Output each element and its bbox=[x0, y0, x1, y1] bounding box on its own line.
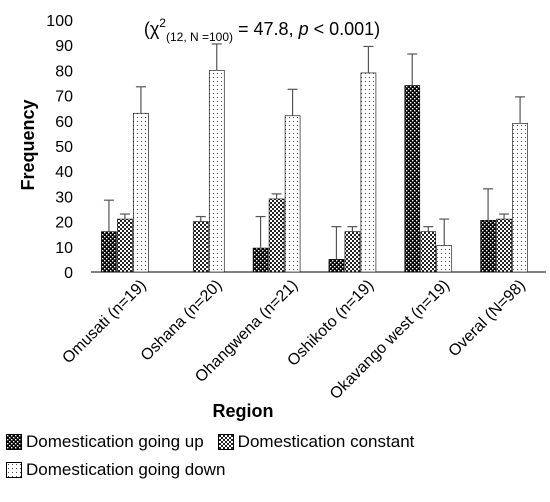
annotation-sub: (12, N =100) bbox=[166, 30, 233, 44]
x-tick-label: Omusati (n=19) bbox=[59, 277, 149, 367]
y-tick-label: 0 bbox=[64, 265, 73, 282]
bar-3-1 bbox=[344, 231, 361, 273]
bar-3-2 bbox=[360, 72, 377, 273]
y-tick-label: 40 bbox=[55, 164, 73, 181]
annotation-suffix: < 0.001) bbox=[309, 19, 381, 39]
y-tick-label: 10 bbox=[55, 240, 73, 257]
bar-2-2 bbox=[284, 115, 301, 273]
bar-4-2 bbox=[436, 245, 453, 273]
bar-2-0 bbox=[252, 247, 269, 273]
bar-1-2 bbox=[208, 70, 225, 273]
legend-label-going-down: Domestication going down bbox=[26, 460, 226, 479]
bar-4-0 bbox=[404, 85, 421, 273]
y-tick-label: 60 bbox=[55, 114, 73, 131]
y-tick-label: 70 bbox=[55, 89, 73, 106]
bar-3-0 bbox=[328, 259, 345, 273]
bar-5-1 bbox=[496, 218, 512, 273]
x-axis-label: Region bbox=[213, 401, 274, 421]
y-tick-label: 50 bbox=[55, 139, 73, 156]
bar-4-1 bbox=[420, 231, 437, 273]
y-tick-label: 90 bbox=[55, 38, 73, 55]
bar-chart: (χ2(12, N =100) = 47.8, p < 0.001) Frequ… bbox=[18, 13, 546, 421]
legend: Domestication going up Domestication con… bbox=[6, 428, 546, 484]
y-tick-label: 30 bbox=[55, 189, 73, 206]
legend-item-going-down: Domestication going down bbox=[6, 460, 225, 480]
annotation-sup: 2 bbox=[159, 16, 166, 30]
x-tick-label: Overal (N=98) bbox=[446, 277, 529, 360]
y-tick-label: 80 bbox=[55, 63, 73, 80]
annotation-prefix: (χ bbox=[144, 19, 160, 39]
bar-2-1 bbox=[268, 198, 285, 273]
x-tick-labels: Omusati (n=19)Oshana (n=20)Ohangwena (n=… bbox=[59, 277, 528, 403]
bar-5-0 bbox=[480, 220, 496, 273]
legend-item-constant: Domestication constant bbox=[217, 432, 415, 452]
legend-label-going-up: Domestication going up bbox=[26, 432, 204, 451]
bar-5-2 bbox=[512, 123, 528, 273]
legend-swatch-going-down bbox=[6, 462, 22, 478]
y-tick-label: 20 bbox=[55, 215, 73, 232]
y-axis-label: Frequency bbox=[18, 99, 38, 190]
y-tick-label: 100 bbox=[46, 13, 73, 30]
annotation-p: p bbox=[298, 19, 309, 39]
legend-item-going-up: Domestication going up bbox=[6, 432, 204, 452]
legend-row-1: Domestication going up Domestication con… bbox=[6, 428, 546, 456]
bar-1-1 bbox=[192, 221, 209, 273]
bar-0-2 bbox=[133, 112, 149, 273]
legend-row-2: Domestication going down bbox=[6, 456, 546, 484]
axes: 0 10 20 30 40 50 60 70 80 90 100 bbox=[46, 13, 546, 282]
chart-annotation: (χ2(12, N =100) = 47.8, p < 0.001) bbox=[144, 16, 380, 44]
legend-label-constant: Domestication constant bbox=[237, 432, 415, 451]
bar-0-0 bbox=[101, 231, 117, 273]
error-bars bbox=[103, 43, 526, 260]
x-tick-label: Oshana (n=20) bbox=[138, 277, 226, 365]
bars bbox=[101, 70, 528, 273]
legend-swatch-constant bbox=[217, 434, 234, 450]
bar-0-1 bbox=[117, 218, 133, 273]
legend-swatch-going-up bbox=[6, 434, 22, 450]
annotation-mid: = 47.8, bbox=[233, 19, 299, 39]
